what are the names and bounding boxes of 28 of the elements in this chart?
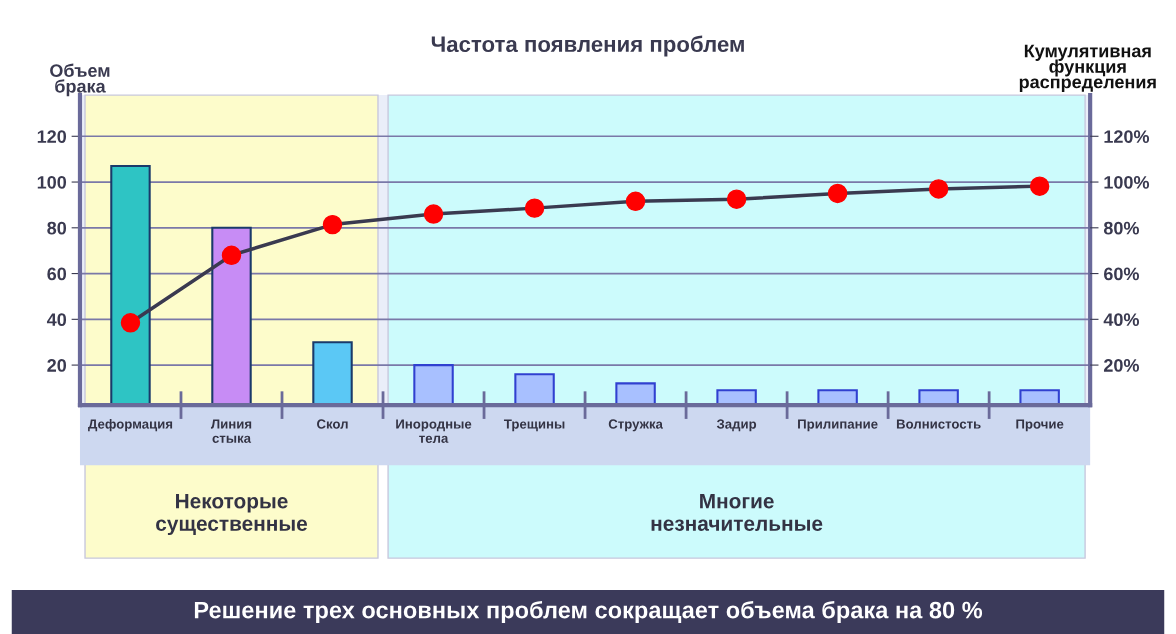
- x-tick-label: Инородные тела: [396, 419, 472, 443]
- chart-title: Частота появления проблем: [431, 35, 744, 57]
- y-tick-label: 40: [46, 313, 67, 327]
- y2-tick-label: 120%: [1104, 130, 1150, 143]
- text: Решение трех основных проблем сокращает объема брака на 80 %: [194, 600, 983, 624]
- x-tick-label: Задир: [716, 419, 757, 432]
- x-tick-label: Линия стыка: [210, 419, 252, 443]
- y-tick-label: 100: [37, 175, 67, 189]
- x-tick-label: Стружка: [608, 419, 663, 432]
- y-tick-label: 60: [47, 267, 67, 281]
- y2-tick-label: 100%: [1104, 175, 1150, 189]
- x-tick-label: Волнистость: [896, 419, 981, 429]
- y-axis-title: Объем брака: [50, 63, 110, 97]
- x-tick-label: Прилипание: [798, 419, 878, 432]
- y-tick-label: 80: [47, 221, 67, 235]
- band-label: Некоторые существенные: [156, 493, 308, 536]
- x-tick-label: Трещины: [503, 419, 565, 432]
- y2-tick-label: 80%: [1103, 221, 1140, 235]
- x-tick-label: Прочие: [1016, 419, 1064, 432]
- x-tick-label: Скол: [317, 419, 348, 429]
- y2-tick-label: 60%: [1104, 267, 1140, 281]
- y-tick-label: 20: [47, 359, 67, 372]
- band-label: Многие незначительные: [651, 493, 823, 531]
- y2-tick-label: 40%: [1103, 313, 1140, 327]
- y2-axis-title: Кумулятивная функция распределения: [1019, 44, 1156, 92]
- y2-tick-label: 20%: [1103, 359, 1140, 372]
- y-tick-label: 120: [37, 130, 67, 143]
- x-tick-label: Деформация: [88, 419, 173, 432]
